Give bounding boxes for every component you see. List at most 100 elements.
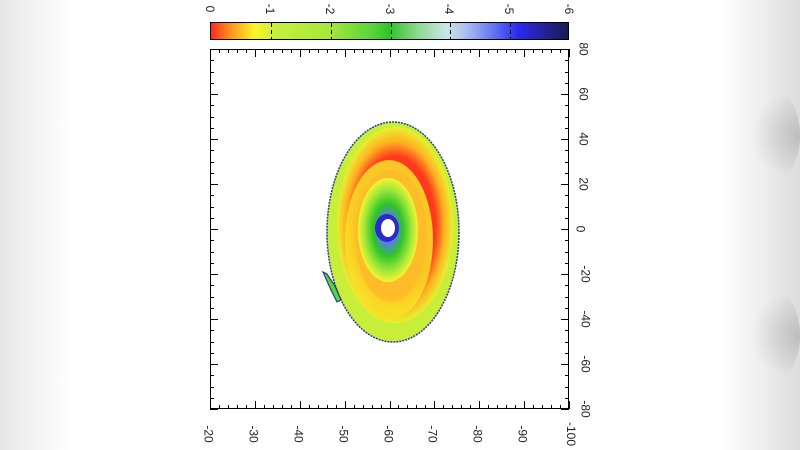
x-tick-label: -80 (470, 425, 485, 443)
axis-tick (565, 116, 569, 118)
axis-tick (470, 405, 472, 409)
axis-tick (561, 364, 569, 365)
axis-tick (210, 116, 214, 118)
colorbar-tick-label: 0 (203, 5, 217, 13)
colorbar-tick-label: -5 (502, 3, 517, 15)
axis-tick (210, 375, 214, 377)
axis-tick (254, 49, 256, 57)
axis-tick (371, 405, 373, 409)
axis-tick (210, 150, 214, 152)
axis-tick (210, 240, 214, 242)
axis-tick (362, 405, 364, 409)
axis-tick (565, 172, 569, 174)
axis-tick (353, 405, 355, 409)
axis-tick (434, 401, 436, 409)
axis-tick (210, 49, 211, 57)
axis-tick (561, 49, 569, 50)
axis-tick (210, 307, 214, 309)
axis-tick (565, 71, 569, 73)
axis-tick (290, 49, 292, 53)
x-tick-label: -40 (291, 425, 306, 443)
colorbar-tick (270, 23, 272, 39)
axis-tick (565, 397, 569, 399)
axis-tick (515, 405, 517, 409)
axis-tick (218, 405, 220, 409)
axis-tick (210, 330, 214, 332)
axis-tick (210, 105, 214, 107)
axis-tick (263, 49, 265, 53)
axis-tick (407, 405, 409, 409)
axis-tick (542, 405, 544, 409)
axis-tick (565, 251, 569, 253)
axis-tick (299, 49, 301, 57)
x-tick-label: -20 (201, 425, 216, 443)
axis-tick (565, 352, 569, 354)
axis-tick (281, 49, 283, 53)
axis-tick (308, 405, 310, 409)
y-tick-label: 40 (576, 132, 591, 146)
axis-tick (565, 217, 569, 219)
axis-tick (210, 401, 211, 409)
axis-tick (479, 401, 481, 409)
axis-tick (506, 405, 508, 409)
axis-tick (272, 49, 274, 53)
colorbar-tick-label: -2 (322, 3, 337, 15)
axis-tick (344, 49, 346, 57)
axis-tick (281, 405, 283, 409)
axis-tick (565, 240, 569, 242)
axis-tick (227, 405, 229, 409)
axis-tick (210, 127, 214, 129)
colorbar (210, 22, 569, 40)
axis-tick (210, 195, 214, 197)
y-tick-label: -40 (578, 310, 593, 328)
axis-tick (210, 139, 218, 140)
axis-tick (335, 405, 337, 409)
axis-tick (263, 405, 265, 409)
axis-tick (565, 262, 569, 264)
axis-tick (210, 184, 218, 185)
axis-tick (565, 296, 569, 298)
axis-tick (236, 49, 238, 53)
axis-tick (461, 49, 463, 53)
axis-tick (326, 49, 328, 53)
axis-tick (210, 229, 218, 230)
background-shadow (750, 290, 800, 380)
axis-tick (398, 49, 400, 53)
axis-tick (542, 49, 544, 53)
axis-tick (210, 172, 214, 174)
axis-tick (210, 94, 218, 95)
y-tick-label: -80 (578, 400, 593, 418)
colorbar-tick-label: -3 (382, 3, 397, 15)
axis-tick (565, 161, 569, 163)
axis-tick (425, 49, 427, 53)
axis-tick (569, 401, 570, 409)
axis-tick (210, 274, 218, 275)
axis-tick (317, 405, 319, 409)
colorbar-tick (390, 23, 392, 39)
x-tick-label: -50 (336, 425, 351, 443)
axis-tick (272, 405, 274, 409)
y-tick-label: 80 (576, 42, 591, 56)
colorbar-tick-label: -1 (262, 3, 277, 15)
axis-tick (389, 401, 391, 409)
axis-tick (524, 49, 526, 57)
axis-tick (308, 49, 310, 53)
axis-tick (452, 49, 454, 53)
axis-tick (565, 206, 569, 208)
colorbar-tick (450, 23, 452, 39)
axis-tick (210, 386, 214, 388)
axis-tick (407, 49, 409, 53)
axis-tick (497, 49, 499, 53)
axis-tick (210, 251, 214, 253)
axis-tick (326, 405, 328, 409)
axis-tick (398, 405, 400, 409)
axis-tick (425, 405, 427, 409)
axis-tick (565, 127, 569, 129)
axis-tick (565, 341, 569, 343)
axis-tick (371, 49, 373, 53)
axis-tick (565, 105, 569, 107)
axis-tick (210, 352, 214, 354)
colorbar-tick-label: -4 (442, 3, 457, 15)
axis-tick (210, 409, 218, 410)
axis-tick (560, 405, 562, 409)
